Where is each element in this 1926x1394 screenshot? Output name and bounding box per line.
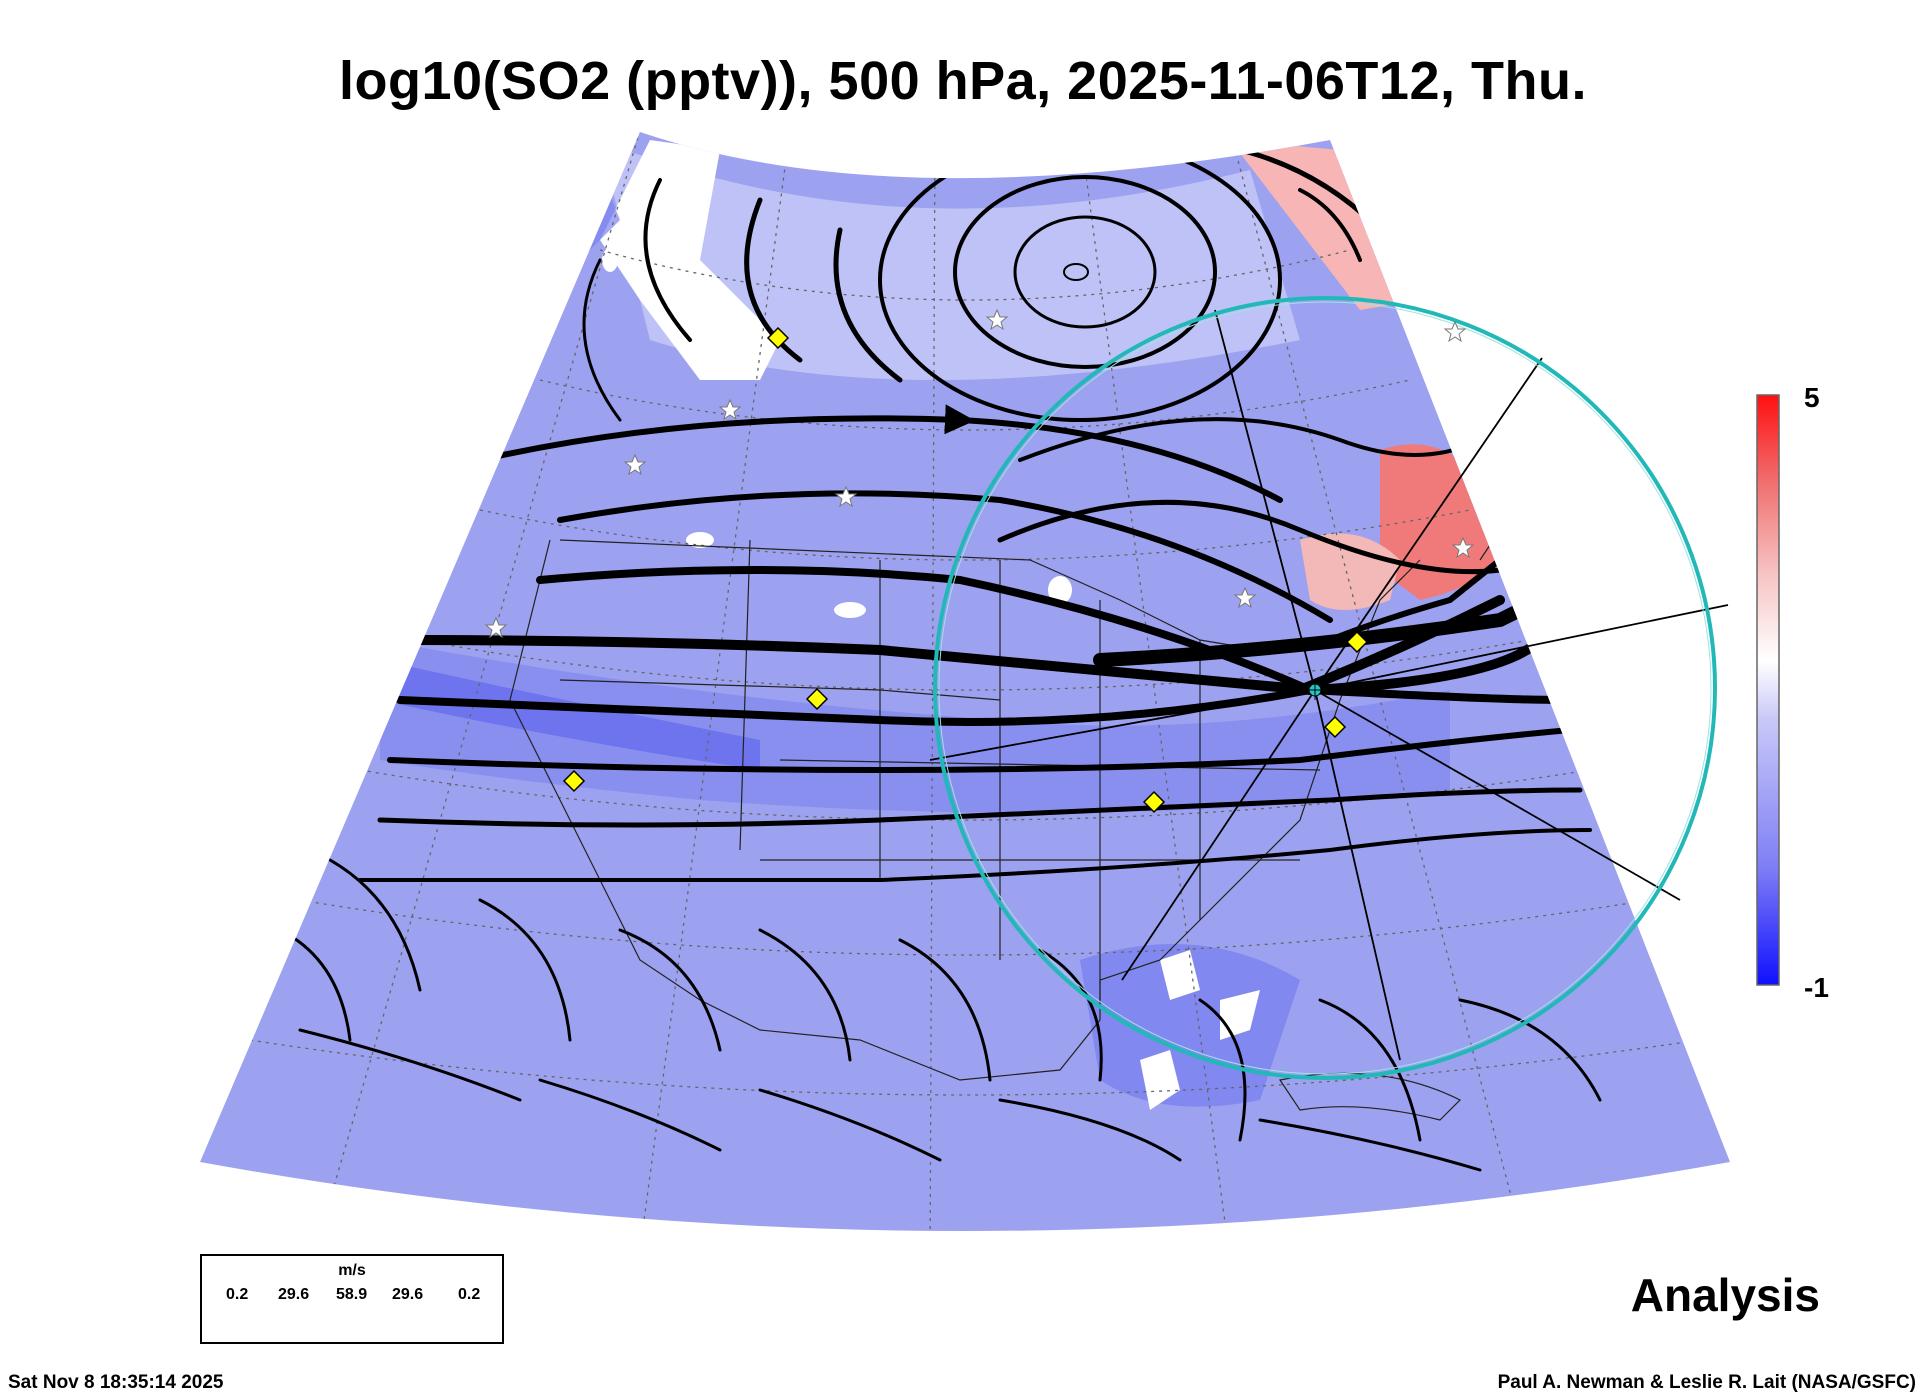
station-diamond <box>805 687 829 711</box>
station-markers <box>562 326 1369 814</box>
footer-credit: Paul A. Newman & Leslie R. Lait (NASA/GS… <box>1497 1372 1916 1393</box>
center-point-marker <box>1305 680 1325 700</box>
legend-value: 0.2 <box>226 1286 249 1303</box>
star-markers <box>484 308 1475 639</box>
legend-value: 58.9 <box>336 1286 368 1303</box>
wind-speed-legend: m/s 0.2 29.6 58.9 29.6 0.2 <box>200 1254 504 1344</box>
station-diamond <box>1345 630 1369 654</box>
colorbar-min-label: -1 <box>1804 972 1829 1003</box>
legend-value: 29.6 <box>278 1286 310 1303</box>
colorbar-max-label: 5 <box>1804 382 1820 413</box>
radial-lines <box>929 309 1729 1061</box>
analysis-label: Analysis <box>1630 1269 1820 1321</box>
station-diamond <box>1142 790 1166 814</box>
footer-timestamp: Sat Nov 8 18:35:14 2025 <box>8 1372 224 1393</box>
colorbar <box>1756 394 1780 986</box>
legend-unit: m/s <box>338 1262 366 1279</box>
station-diamond <box>766 326 790 350</box>
page-title: log10(SO2 (pptv)), 500 hPa, 2025-11-06T1… <box>339 51 1587 111</box>
legend-value: 29.6 <box>392 1286 424 1303</box>
graticule <box>249 132 1701 1231</box>
wind-streamlines <box>278 138 1602 1172</box>
legend-value: 0.2 <box>458 1286 481 1303</box>
range-circle-inner <box>938 301 1712 1075</box>
range-circle <box>933 296 1717 1080</box>
coastlines <box>509 329 1521 1121</box>
station-diamond <box>1323 715 1347 739</box>
station-diamond <box>562 769 586 793</box>
